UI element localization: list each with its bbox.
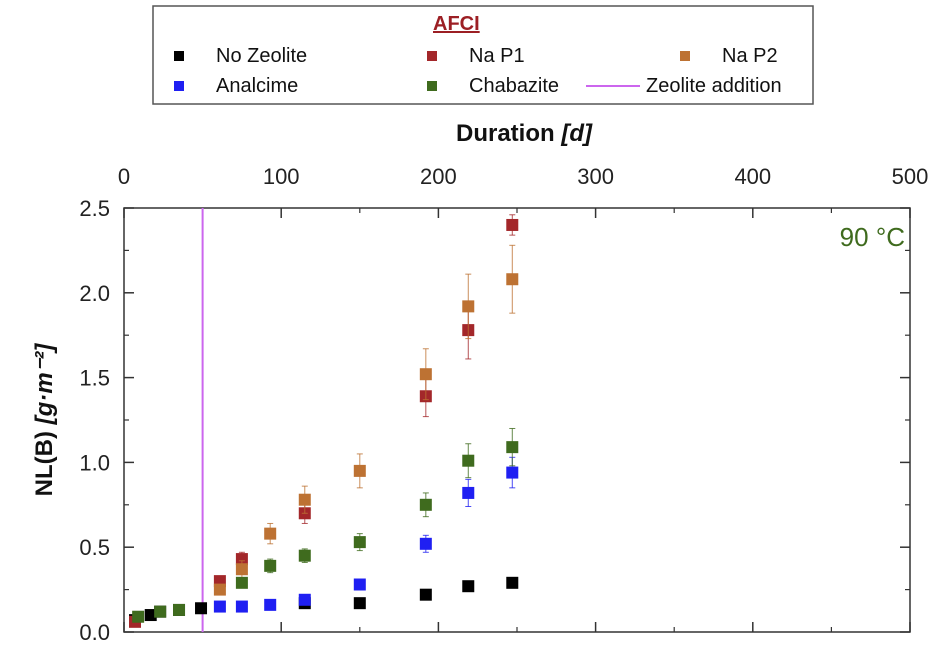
series-analcime [213,456,519,613]
legend-label: Na P1 [469,45,525,67]
y-tick-label: 1.0 [79,450,110,475]
legend-marker [427,81,437,91]
data-point [154,605,167,618]
data-point [235,576,248,589]
data-point [462,454,475,467]
x-tick-label: 100 [263,164,300,189]
data-point [419,537,432,550]
data-point [462,486,475,499]
legend-label: Analcime [216,75,298,97]
x-tick-label: 500 [892,164,929,189]
series-chabazite [132,427,519,623]
series-na-p1 [129,214,519,628]
legend-label: Na P2 [722,45,778,67]
y-axis-title-main: NL(B) [31,424,58,496]
data-point [419,498,432,511]
x-axis-title-main: Duration [456,120,561,147]
data-point [235,553,248,566]
y-axis-title: NL(B) [g·m⁻²] [31,343,58,497]
data-point [298,493,311,506]
data-point [506,218,519,231]
data-points [129,214,519,628]
legend-marker [174,81,184,91]
data-point [462,300,475,313]
x-axis-ticks: 0 100 200 300 400 500 [118,164,928,632]
legend-label: No Zeolite [216,45,307,67]
x-tick-label: 300 [577,164,614,189]
data-point [353,464,366,477]
x-axis-title-unit: [d] [560,120,593,147]
data-point [144,609,157,622]
data-point [419,368,432,381]
data-point [419,588,432,601]
data-point [235,600,248,613]
data-point [264,598,277,611]
data-point [506,441,519,454]
data-point [195,602,208,615]
data-point [353,536,366,549]
data-point [506,466,519,479]
data-point [235,563,248,576]
x-axis-title: Duration [d] [456,120,593,147]
legend-label: Chabazite [469,75,559,97]
data-point [213,583,226,596]
y-axis-title-unit: [g·m⁻²] [31,343,58,426]
legend-items: No Zeolite Na P1 Na P2 Analcime Chabazite Zeo… [174,45,782,97]
data-point [353,578,366,591]
y-tick-label: 1.5 [79,366,110,391]
y-tick-label: 2.0 [79,281,110,306]
data-point [298,549,311,562]
data-point [506,576,519,589]
x-tick-label: 400 [734,164,771,189]
x-tick-label: 200 [420,164,457,189]
data-point [264,527,277,540]
legend-marker [174,51,184,61]
data-point [353,597,366,610]
data-point [506,273,519,286]
legend: AFCI No Zeolite Na P1 Na P2 Analcime Chabazi… [152,5,814,105]
data-point [462,580,475,593]
legend-marker [427,51,437,61]
series-na-p2 [213,244,519,596]
legend-box [152,5,814,105]
y-tick-label: 2.5 [79,196,110,221]
x-tick-label: 0 [118,164,130,189]
legend-label: Zeolite addition [646,75,782,97]
data-point [264,559,277,572]
y-axis-ticks: 0.0 0.5 1.0 1.5 2.0 2.5 [79,196,910,645]
data-point [132,610,145,623]
series-no-zeolite [129,576,519,627]
y-tick-label: 0.5 [79,535,110,560]
data-point [173,603,186,616]
y-tick-label: 0.0 [79,620,110,645]
data-point [213,600,226,613]
data-point [298,593,311,606]
temperature-annotation: 90 °C [840,222,905,252]
legend-marker [680,51,690,61]
legend-title: AFCI [433,13,480,35]
